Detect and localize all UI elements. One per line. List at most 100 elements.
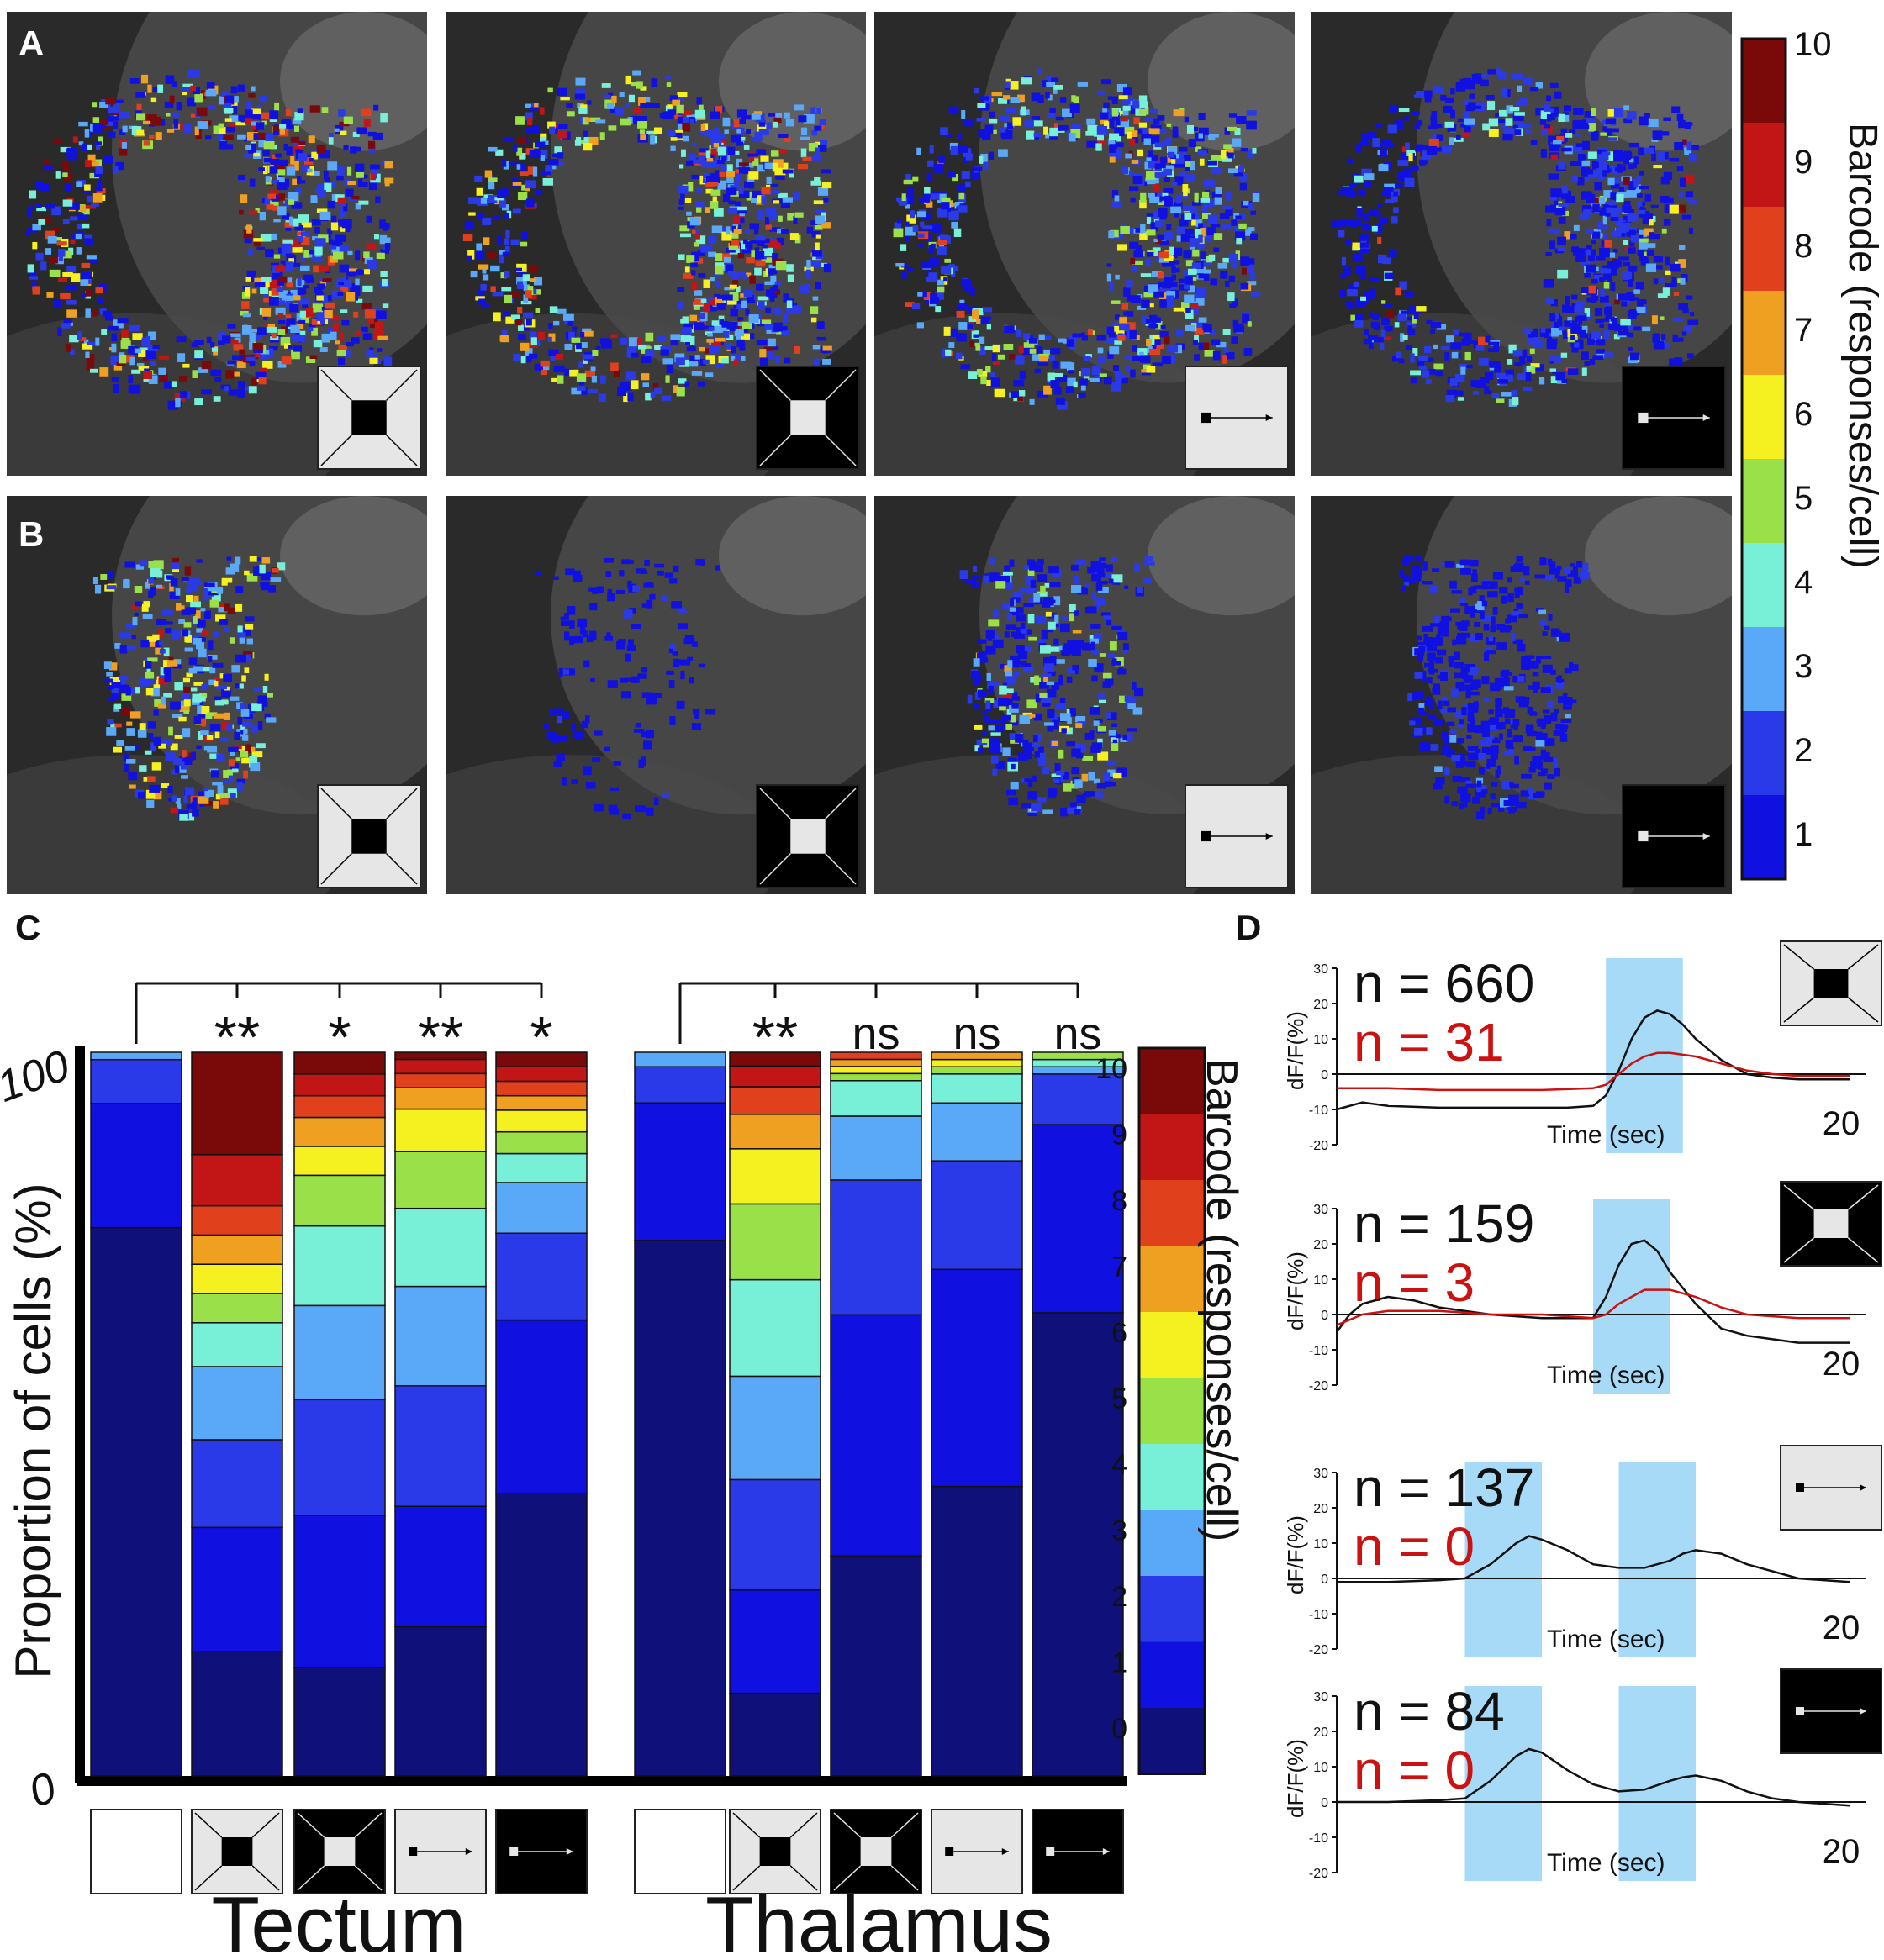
none-stimulus-icon [90, 1809, 182, 1894]
bar-segment [495, 1232, 588, 1321]
colorbar-segment [1742, 375, 1786, 459]
looming-dark-stimulus-icon [729, 1809, 821, 1894]
bar-segment [830, 1051, 922, 1061]
bar-segment [191, 1154, 283, 1207]
bar-segment [90, 1103, 182, 1229]
y-tick-label: -20 [1309, 1379, 1328, 1394]
bar-segment [394, 1625, 487, 1777]
bar-segment [931, 1058, 1023, 1067]
legend-tick: 5 [1111, 1383, 1127, 1415]
microscopy-image [7, 12, 427, 476]
y-axis-label: dF/F(%) [1283, 1251, 1308, 1330]
moving-bright-dot-stimulus-icon [495, 1809, 588, 1894]
bar-segment [90, 1226, 182, 1777]
moving-dark-dot-stimulus-icon [931, 1809, 1023, 1894]
y-tick-label: 0 [1321, 1068, 1328, 1083]
bar-segment [394, 1087, 487, 1110]
bar-segment [1032, 1051, 1124, 1061]
bar-segment [830, 1058, 922, 1067]
stimulus-window [1618, 1686, 1696, 1881]
bar-segment [394, 1108, 487, 1152]
colorbar-segment [1742, 711, 1786, 795]
y-tick-label: 10 [1313, 1273, 1328, 1288]
bar-segment [495, 1080, 588, 1097]
legend-segment [1139, 1114, 1205, 1180]
x-axis-label: Time (sec) [1547, 1362, 1665, 1389]
x-axis-label: Time (sec) [1547, 1625, 1665, 1653]
moving-dark-dot-stimulus-icon [394, 1809, 487, 1894]
bar-segment [634, 1051, 726, 1067]
bar-segment [394, 1072, 487, 1088]
legend-title: Barcode (responses/cell) [1197, 1058, 1244, 1541]
looming-dark-stimulus-icon [317, 784, 421, 888]
y-tick-label: 30 [1313, 1467, 1328, 1481]
y-tick-label: 10 [1313, 1537, 1328, 1552]
x-axis-label: Time (sec) [1547, 1121, 1665, 1149]
legend-tick: 7 [1111, 1251, 1127, 1283]
bar-segment [293, 1174, 386, 1227]
looming-dark-stimulus-icon [191, 1809, 283, 1894]
bar-segment [729, 1478, 821, 1591]
y-axis-label: dF/F(%) [1283, 1515, 1308, 1594]
colorbar-tick: 7 [1794, 312, 1813, 349]
legend-segment [1139, 1708, 1205, 1774]
moving-bright-dot-stimulus-icon [1780, 1668, 1882, 1754]
microscopy-image [874, 496, 1295, 894]
n-count-red: n = 0 [1354, 1516, 1475, 1577]
colorbar-tick: 5 [1794, 480, 1813, 517]
legend-segment [1139, 1510, 1205, 1576]
bar-segment [830, 1555, 922, 1777]
y-tick-label: -10 [1309, 1608, 1328, 1622]
bar-segment [495, 1182, 588, 1235]
colorbar-tick: 1 [1794, 816, 1813, 853]
legend-tick: 6 [1111, 1317, 1127, 1349]
y-tick-label: -10 [1309, 1344, 1328, 1358]
colorbar-top: 10 9 8 7 6 5 4 3 2 1 Barcode (responses/cell) [1740, 26, 1884, 881]
bar-segment [931, 1160, 1023, 1271]
bar-segment [495, 1319, 588, 1494]
bar-segment [293, 1399, 386, 1516]
significance-label: ns [1053, 1009, 1101, 1059]
legend-segment [1139, 1444, 1205, 1510]
y-tick-label: -10 [1309, 1831, 1328, 1846]
legend-tick: 0 [1111, 1713, 1127, 1745]
legend-tick: 10 [1095, 1053, 1127, 1085]
y-tick-label: 20 [1313, 1726, 1328, 1740]
bar-segment [90, 1058, 182, 1104]
y-tick-label: -10 [1309, 1104, 1328, 1118]
bar-segment [931, 1073, 1023, 1104]
colorbar-title: Barcode (responses/cell) [1840, 123, 1884, 569]
line-subplot: 30 20 10 0 -10 -20 dF/F(%) Time (sec) 20 n = 137n… [1283, 1445, 1882, 1657]
bar-segment [191, 1526, 283, 1652]
x-tick-label: 20 [1823, 1610, 1860, 1647]
legend-tick: 1 [1111, 1647, 1127, 1679]
bar-segment [191, 1263, 283, 1294]
looming-dark-stimulus-icon [317, 366, 421, 470]
y-tick-label: 20 [1313, 1238, 1328, 1252]
y-axis-label: Proportion of cells (%) [5, 1183, 61, 1678]
bar-segment [293, 1116, 386, 1147]
x-axis-label: Time (sec) [1547, 1849, 1665, 1877]
y-tick-label: 10 [1313, 1761, 1328, 1775]
bar-segment [394, 1051, 487, 1061]
bar-segment [90, 1051, 182, 1061]
n-count-red: n = 31 [1354, 1012, 1505, 1072]
y-tick-label: 20 [1313, 998, 1328, 1012]
bar-segment [394, 1285, 487, 1387]
bar-segment [729, 1051, 821, 1067]
stimulus-window [1464, 1686, 1542, 1881]
bar-segment [293, 1304, 386, 1401]
bar-segment [293, 1073, 386, 1097]
bar-segment [729, 1114, 821, 1150]
legend-tick: 4 [1111, 1449, 1127, 1481]
looming-bright-stimulus-icon [830, 1809, 922, 1894]
legend-segment [1139, 1048, 1205, 1114]
colorbar-segment [1742, 627, 1786, 711]
y-tick-label: 0 [1321, 1796, 1328, 1810]
significance-label: ** [418, 1004, 463, 1070]
microscopy-image [446, 496, 866, 894]
colorbar-tick: 6 [1794, 396, 1813, 433]
y-tick-label: 0 [23, 1763, 62, 1817]
y-tick-label: 30 [1313, 1690, 1328, 1704]
bar-segment [931, 1102, 1023, 1162]
